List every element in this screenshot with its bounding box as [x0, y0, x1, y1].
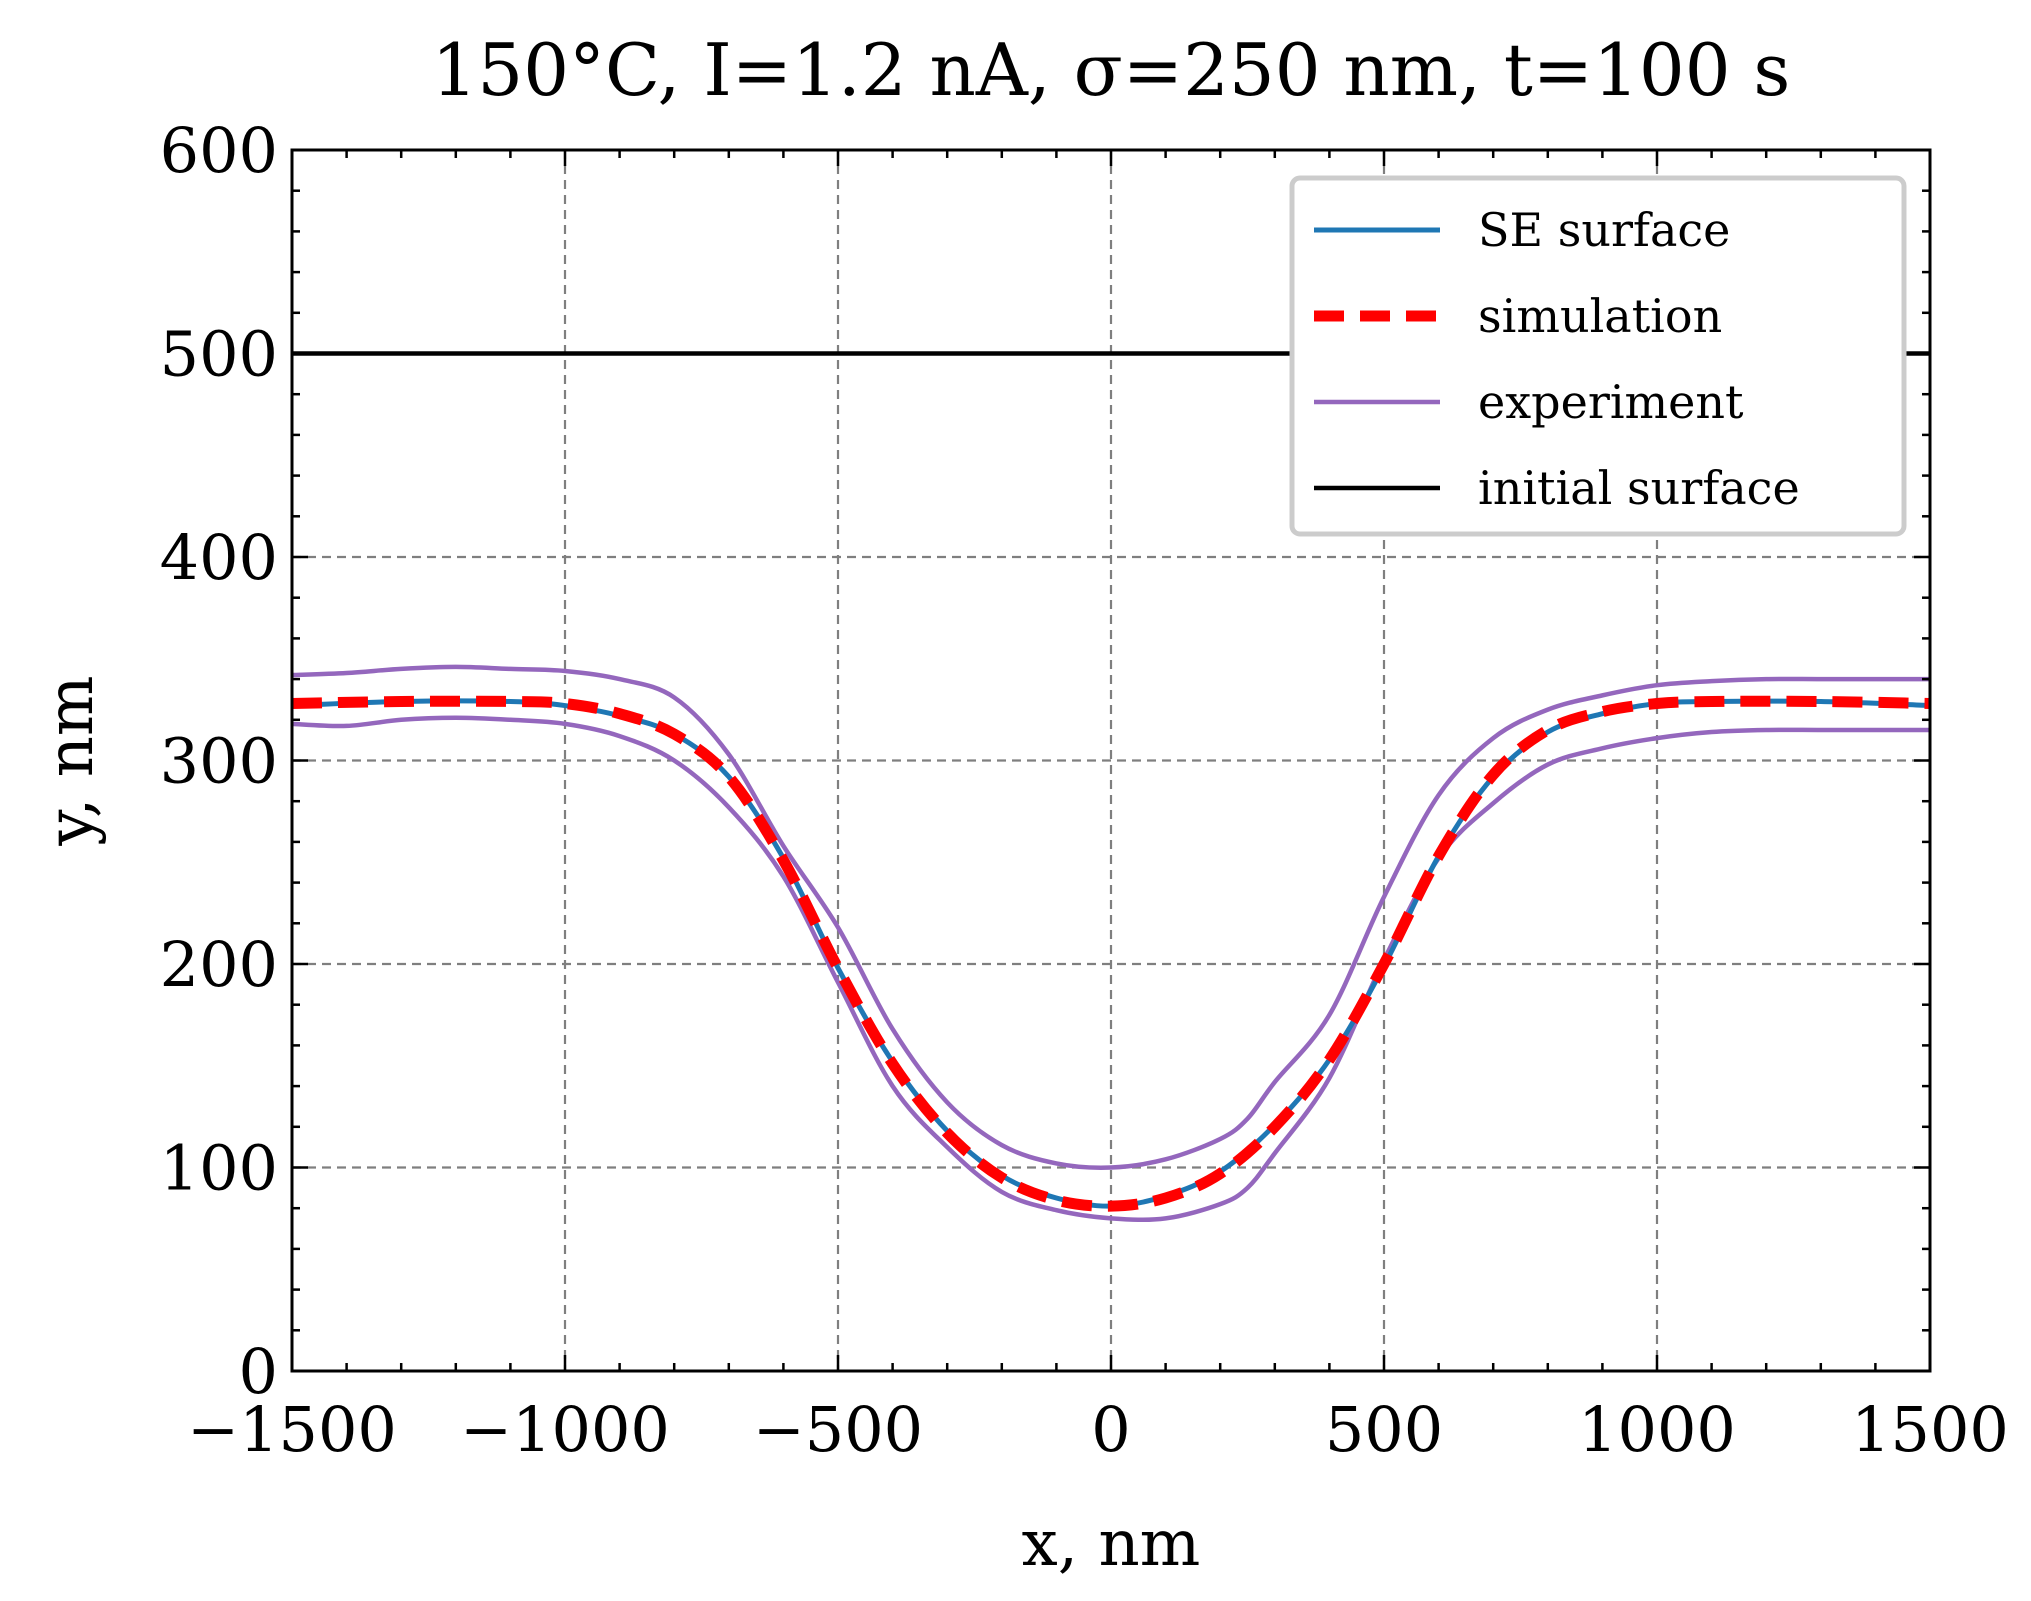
x-tick-label: −500 [753, 1393, 923, 1466]
y-tick-label: 400 [160, 521, 278, 594]
ticks [290, 148, 1932, 1373]
x-tick-label: 0 [1091, 1393, 1130, 1466]
legend-label: simulation [1478, 289, 1722, 343]
x-tick-label: 1000 [1578, 1393, 1736, 1466]
series-layer [291, 351, 1931, 1223]
y-tick-label: 0 [239, 1335, 278, 1408]
legend-label: experiment [1478, 375, 1744, 429]
legend-box [1289, 175, 1907, 537]
x-tick-label: 500 [1325, 1393, 1443, 1466]
legend-label: SE surface [1478, 203, 1730, 257]
x-tick-label: 1500 [1851, 1393, 2009, 1466]
x-tick-label: −1000 [460, 1393, 670, 1466]
legend: SE surface simulation experiment initial su… [1289, 175, 1907, 537]
y-tick-label: 500 [160, 318, 278, 391]
chart-title: 150°C, I=1.2 nA, σ=250 nm, t=100 s [432, 28, 1791, 112]
y-tick-label: 300 [160, 725, 278, 798]
y-tick-label: 200 [160, 928, 278, 1001]
series-simulation [291, 695, 1931, 1212]
y-tick-label: 600 [160, 114, 278, 187]
legend-label: initial surface [1478, 461, 1800, 515]
series-experiment-lower [291, 715, 1930, 1223]
y-axis-label: y, nm [34, 675, 108, 846]
y-tick-label: 100 [160, 1132, 278, 1205]
x-tick-label: −1500 [187, 1393, 397, 1466]
tick-labels: −1500 −1000 −500 0 500 1000 1500 0 100 200 300 400 5… [160, 114, 2009, 1466]
x-axis-label: x, nm [1022, 1507, 1201, 1581]
series-experiment-upper [291, 664, 1930, 1170]
